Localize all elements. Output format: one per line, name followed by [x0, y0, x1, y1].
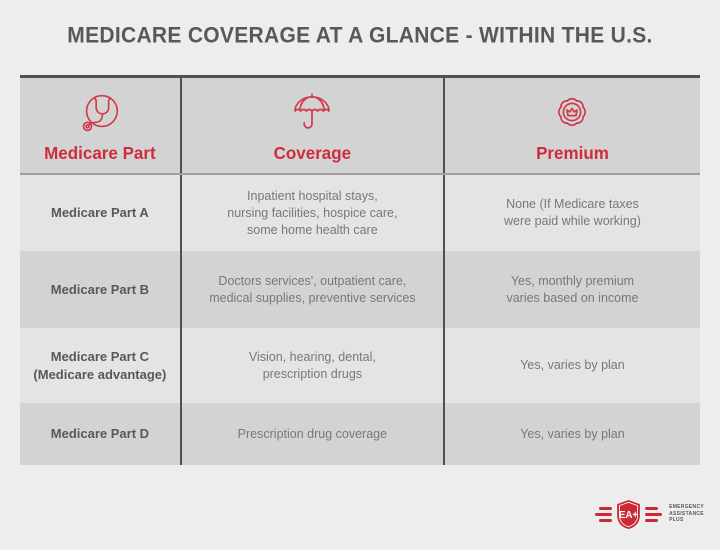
table-row-part-c: Medicare Part C (Medicare advantage) Vis… — [20, 328, 700, 403]
brand-line: EMERGENCY — [669, 504, 704, 511]
coverage-text: Vision, hearing, dental, prescription dr… — [248, 349, 376, 381]
part-name: Medicare Part C (Medicare advantage) — [33, 348, 167, 382]
medicare-table: Medicare Part Coverage Premium — [20, 75, 700, 465]
coverage-text: Doctors services', outpatient care, medi… — [209, 273, 416, 305]
logo-stripes-left — [595, 507, 613, 522]
coverage-text: Prescription drug coverage — [237, 426, 388, 441]
shield-icon: EA+ — [617, 500, 640, 529]
logo-shield-text: EA+ — [619, 510, 639, 521]
part-name: Medicare Part A — [51, 205, 149, 221]
badge-crown-icon — [558, 97, 587, 126]
stethoscope-icon — [82, 94, 118, 131]
part-name: Medicare Part D — [50, 426, 150, 442]
logo-brand-text: EMERGENCY ASSISTANCE PLUS — [669, 505, 704, 524]
coverage-text: Inpatient hospital stays, nursing facili… — [227, 188, 398, 237]
premium-text: Yes, monthly premium varies based on inc… — [506, 273, 639, 305]
brand-line: PLUS — [669, 517, 684, 524]
column-header-premium: Premium — [442, 78, 700, 173]
part-name: Medicare Part B — [50, 281, 150, 297]
brand-line: ASSISTANCE — [669, 510, 704, 517]
table-row-part-a: Medicare Part A Inpatient hospital stays… — [20, 175, 700, 251]
logo-stripes-right — [645, 507, 663, 522]
column-header-label: Medicare Part — [44, 143, 156, 163]
table-row-part-b: Medicare Part B Doctors services', outpa… — [20, 251, 700, 328]
premium-text: Yes, varies by plan — [520, 358, 625, 372]
premium-text: None (If Medicare taxes were paid while … — [504, 197, 641, 228]
page-title: MEDICARE COVERAGE AT A GLANCE - WITHIN T… — [67, 23, 653, 48]
brand-logo: EA+ EMERGENCY ASSISTANCE PLUS — [595, 499, 704, 530]
umbrella-icon — [294, 92, 331, 129]
table-header-row: Medicare Part Coverage Premium — [20, 78, 700, 175]
column-header-label: Premium — [536, 143, 609, 163]
column-header-medicare-part: Medicare Part — [20, 78, 180, 173]
column-header-label: Coverage — [273, 143, 352, 163]
table-row-part-d: Medicare Part D Prescription drug covera… — [20, 403, 700, 465]
premium-text: Yes, varies by plan — [520, 426, 625, 441]
column-header-coverage: Coverage — [179, 78, 443, 173]
